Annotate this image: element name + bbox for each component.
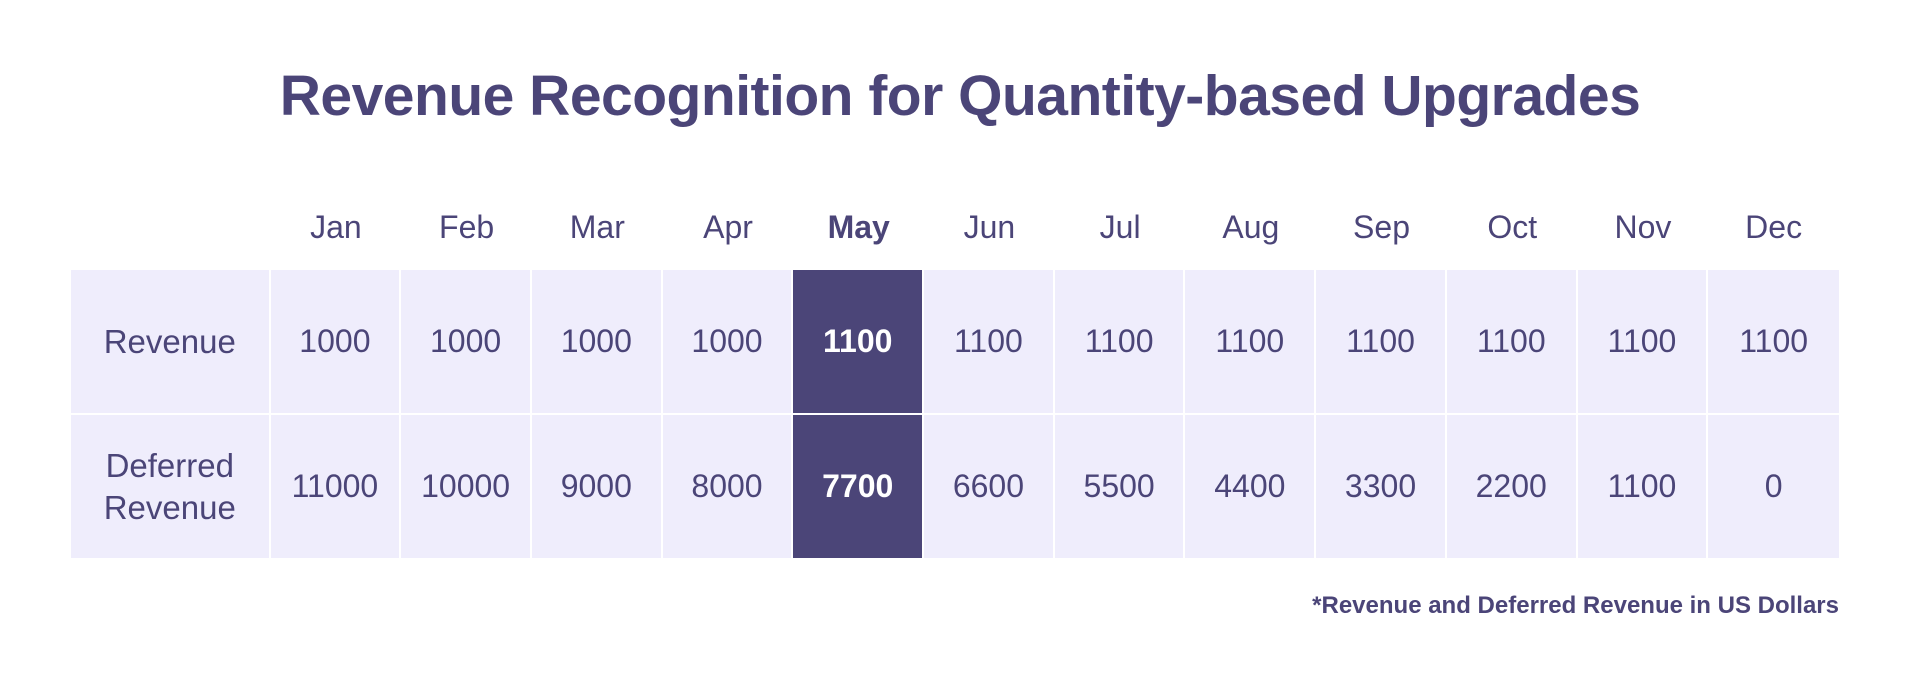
column-header-jul: Jul <box>1099 209 1141 245</box>
table-cell: 1100 <box>793 270 925 413</box>
chart-title: Revenue Recognition for Quantity-based U… <box>279 64 1641 128</box>
table-cell: 7700 <box>793 415 925 558</box>
table-row: Deferred Revenue 11000 10000 9000 8000 7700 66… <box>71 413 1839 558</box>
table-body: Revenue 1000 1000 1000 1000 1100 1100 1100 1100 1… <box>71 270 1839 558</box>
footnote: *Revenue and Deferred Revenue in US Doll… <box>1312 592 1839 619</box>
table-cell: 2200 <box>1447 415 1578 558</box>
table-cell: 11000 <box>271 415 402 558</box>
table-cell: 8000 <box>663 415 794 558</box>
table-cell: 9000 <box>532 415 663 558</box>
header-corner <box>71 185 271 270</box>
column-header-sep: Sep <box>1353 209 1410 245</box>
column-header-jan: Jan <box>310 209 362 245</box>
table-cell: 10000 <box>401 415 532 558</box>
column-header-dec: Dec <box>1745 209 1803 245</box>
table-cell: 1000 <box>271 270 402 413</box>
table-cell: 1100 <box>1055 270 1186 413</box>
column-header-apr: Apr <box>703 209 753 245</box>
table-cell: 1100 <box>1578 415 1709 558</box>
table-cell: 1100 <box>924 270 1055 413</box>
table-cell: 6600 <box>924 415 1055 558</box>
table-cell: 4400 <box>1185 415 1317 558</box>
table-row: Revenue 1000 1000 1000 1000 1100 1100 1100 1100 1… <box>71 270 1839 413</box>
table-cell: 1000 <box>663 270 794 413</box>
row-label: Deferred Revenue <box>71 415 271 558</box>
column-header-jun: Jun <box>963 209 1016 245</box>
column-header-may: May <box>827 209 890 245</box>
table-header-row: Jan Feb Mar Apr May Jun Jul Aug Sep Oct Nov Dec <box>71 185 1839 270</box>
table-cell: 1100 <box>1316 270 1447 413</box>
table-cell: 1000 <box>401 270 532 413</box>
column-header-aug: Aug <box>1222 209 1280 245</box>
table-cell: 1100 <box>1578 270 1709 413</box>
table-cell: 1000 <box>532 270 663 413</box>
column-header-feb: Feb <box>439 209 495 245</box>
table-cell: 0 <box>1764 468 1783 504</box>
column-header-mar: Mar <box>569 209 625 245</box>
table-cell: 1100 <box>1185 270 1317 413</box>
row-label: Revenue <box>71 270 271 413</box>
table-cell: 3300 <box>1316 415 1447 558</box>
column-header-nov: Nov <box>1614 209 1672 245</box>
table-cell: 1100 <box>1739 323 1809 359</box>
revenue-table: Jan Feb Mar Apr May Jun Jul Aug Sep Oct Nov Dec Rev… <box>71 185 1839 558</box>
column-header-oct: Oct <box>1487 209 1538 245</box>
table-cell: 1100 <box>1447 270 1578 413</box>
table-cell: 5500 <box>1055 415 1186 558</box>
